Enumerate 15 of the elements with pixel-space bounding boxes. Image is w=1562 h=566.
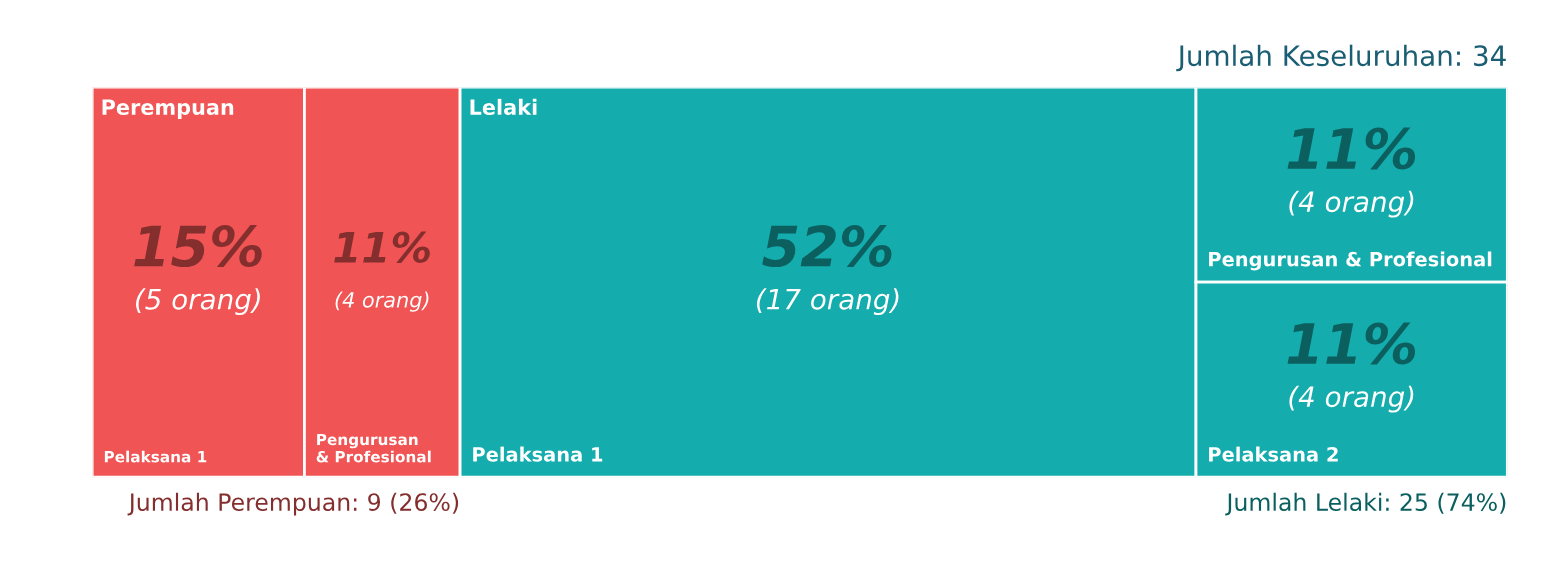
- data-label: 52% (17 orang): [756, 225, 899, 316]
- category-label: Pengurusan & Profesional: [316, 433, 431, 463]
- series-label: Perempuan: [102, 99, 234, 120]
- category-label: Pengurusan & Profesional: [1209, 251, 1492, 271]
- category-label: Pelaksana 1: [473, 446, 603, 462]
- series-label: Lelaki: [470, 98, 537, 115]
- category-label: Pelaksana 2: [1209, 446, 1338, 462]
- data-label: 11% (4 orang): [334, 231, 430, 312]
- text: Jumlah Keseluruhan: 34: [1176, 44, 1506, 72]
- data-label: 15% (5 orang): [134, 225, 262, 316]
- category-label: Pelaksana 1: [104, 450, 207, 463]
- text: Jumlah Lelaki: 25 (74%): [1225, 492, 1506, 516]
- data-label: 11% (4 orang): [1287, 127, 1416, 218]
- data-label: 11% (4 orang): [1287, 322, 1416, 413]
- text: Jumlah Perempuan: 9 (26%): [127, 492, 459, 516]
